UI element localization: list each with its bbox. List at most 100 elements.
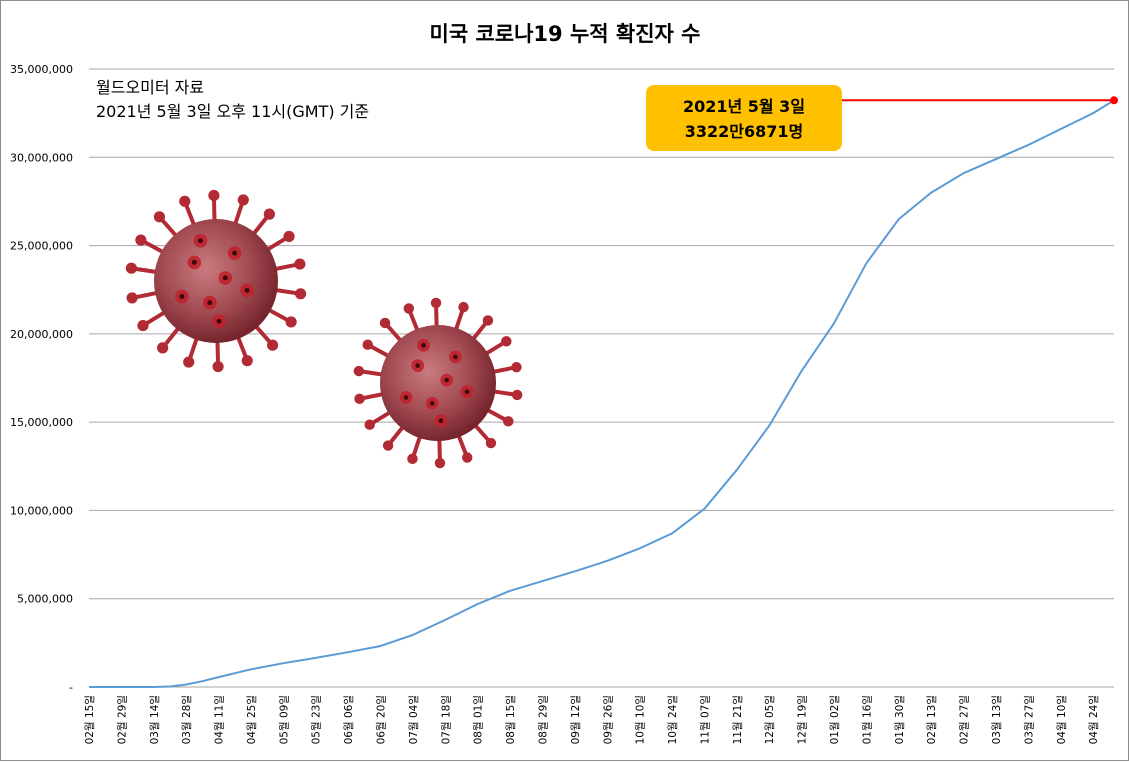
virus-spike-tip [503, 416, 514, 427]
virus-spike-tip [364, 419, 375, 430]
virus-spike-tip [153, 211, 165, 223]
x-tick-label: 05월 23일 [310, 695, 323, 744]
virus-spike-tip [407, 453, 418, 465]
x-tick-label: 05월 09일 [277, 695, 290, 744]
virus-surface-dot [244, 287, 250, 293]
virus-surface-dot [232, 250, 238, 256]
virus-surface-dot [207, 300, 213, 306]
x-tick-label: 01월 02일 [828, 695, 841, 744]
virus-surface-dot [198, 238, 203, 244]
virus-spike-tip [212, 360, 224, 373]
virus-spike-tip [511, 389, 523, 401]
virus-spike-tip [208, 189, 220, 202]
x-tick-label: 12월 05일 [763, 695, 776, 744]
virus-surface-dot [438, 418, 444, 424]
virus-spike-tip [285, 316, 297, 328]
x-tick-label: 04월 11일 [213, 695, 226, 744]
virus-spike-tip [263, 208, 275, 220]
y-tick-label: - [69, 681, 73, 694]
x-tick-label: 09월 12일 [569, 695, 582, 744]
virus-spike-tip [353, 365, 365, 377]
x-tick-label: 02월 13일 [925, 695, 938, 744]
callout-date: 2021년 5월 3일 [683, 97, 805, 116]
virus-surface-dot [444, 377, 450, 383]
virus-surface-dot [216, 318, 222, 324]
virus-spike-tip [183, 356, 195, 368]
virus-surface-dot [464, 389, 470, 395]
virus-spike-tip [126, 292, 138, 304]
virus-spike-tip [362, 339, 373, 350]
callout-value: 3322만6871명 [685, 122, 804, 141]
virus-spike-tip [458, 301, 469, 313]
virus-body [154, 219, 278, 343]
virus-spike-tip [283, 230, 295, 242]
y-tick-label: 20,000,000 [10, 328, 73, 341]
virus-spike-tip [485, 437, 497, 449]
x-tick-label: 01월 16일 [860, 695, 873, 744]
gridlines [89, 68, 1114, 688]
virus-spike-tip [379, 317, 391, 329]
x-axis-ticks: 02월 15일 02월 29일 03월 14일 03월 28일 04월 11일 04월 2… [83, 695, 1100, 744]
callout-box [646, 85, 842, 151]
virus-surface-dot [403, 395, 409, 400]
x-tick-label: 02월 27일 [958, 695, 971, 744]
x-tick-label: 07월 04일 [407, 695, 420, 744]
virus-spike-tip [461, 452, 473, 463]
virus-spike-tip [434, 457, 446, 469]
virus-surface-dot [429, 400, 435, 406]
virus-surface-dot [222, 275, 228, 281]
x-tick-label: 04월 25일 [245, 695, 258, 744]
x-tick-label: 08월 29일 [536, 695, 549, 744]
source-note-line-1: 월드오미터 자료 [96, 78, 204, 97]
x-tick-label: 10월 24일 [666, 695, 679, 744]
x-tick-label: 03월 13일 [990, 695, 1003, 744]
virus-spike-tip [430, 297, 442, 309]
source-note-line-2: 2021년 5월 3일 오후 11시(GMT) 기준 [96, 102, 369, 121]
virus-spike-tip [295, 288, 307, 300]
virus-spike-tip [241, 355, 253, 367]
virus-spike-tip [179, 195, 191, 207]
virus-spike-tip [125, 262, 137, 274]
coronavirus-illustration [353, 297, 523, 469]
virus-spike-tip [137, 320, 149, 332]
y-tick-label: 15,000,000 [10, 416, 73, 429]
x-tick-label: 09월 26일 [601, 695, 614, 744]
annotation-callout: 2021년 5월 3일 3322만6871명 [646, 85, 842, 151]
x-tick-label: 06월 06일 [342, 695, 355, 744]
virus-spike-tip [501, 336, 512, 347]
y-tick-label: 30,000,000 [10, 151, 73, 164]
virus-spike-tip [294, 258, 306, 270]
x-tick-label: 04월 10일 [1055, 695, 1068, 744]
y-tick-label: 25,000,000 [10, 240, 73, 253]
virus-surface-dot [421, 342, 426, 348]
coronavirus-illustration [125, 189, 307, 373]
x-tick-label: 03월 27일 [1022, 695, 1035, 744]
x-tick-label: 08월 15일 [504, 695, 517, 744]
x-tick-label: 10월 10일 [634, 695, 647, 744]
x-tick-label: 11월 07일 [698, 695, 711, 744]
virus-spike-tip [403, 303, 415, 314]
x-tick-label: 02월 15일 [83, 695, 96, 744]
last-point-marker [1110, 96, 1118, 105]
virus-surface-dot [179, 294, 185, 299]
source-note: 월드오미터 자료 2021년 5월 3일 오후 11시(GMT) 기준 [96, 78, 369, 121]
y-tick-label: 35,000,000 [10, 63, 73, 76]
x-tick-label: 07월 18일 [439, 695, 452, 744]
virus-spike-tip [482, 315, 494, 326]
virus-surface-dot [191, 259, 197, 265]
y-tick-label: 5,000,000 [17, 593, 73, 606]
virus-spike-tip [511, 361, 522, 373]
virus-spike-tip [267, 339, 279, 351]
series-line [89, 99, 1115, 688]
virus-body [380, 325, 496, 441]
virus-surface-dot [453, 354, 458, 360]
x-tick-label: 08월 01일 [472, 695, 485, 744]
x-tick-label: 06월 20일 [375, 695, 388, 744]
x-tick-label: 04월 24일 [1087, 695, 1100, 744]
virus-spike-tip [237, 194, 249, 206]
x-tick-label: 02월 29일 [115, 695, 128, 744]
x-tick-label: 11월 21일 [731, 695, 744, 744]
x-tick-label: 03월 14일 [148, 695, 161, 744]
